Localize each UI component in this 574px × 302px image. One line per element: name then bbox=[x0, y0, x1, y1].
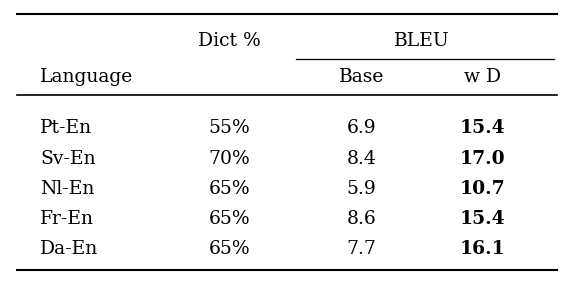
Text: Fr-En: Fr-En bbox=[40, 210, 94, 228]
Text: 16.1: 16.1 bbox=[459, 240, 505, 258]
Text: Pt-En: Pt-En bbox=[40, 119, 92, 137]
Text: 15.4: 15.4 bbox=[459, 210, 505, 228]
Text: 65%: 65% bbox=[209, 180, 250, 198]
Text: 8.4: 8.4 bbox=[347, 149, 377, 168]
Text: Nl-En: Nl-En bbox=[40, 180, 95, 198]
Text: w D: w D bbox=[464, 68, 501, 86]
Text: 65%: 65% bbox=[209, 240, 250, 258]
Text: 17.0: 17.0 bbox=[459, 149, 505, 168]
Text: 8.6: 8.6 bbox=[347, 210, 377, 228]
Text: Base: Base bbox=[339, 68, 385, 86]
Text: 55%: 55% bbox=[209, 119, 250, 137]
Text: 15.4: 15.4 bbox=[459, 119, 505, 137]
Text: 65%: 65% bbox=[209, 210, 250, 228]
Text: 70%: 70% bbox=[209, 149, 250, 168]
Text: 5.9: 5.9 bbox=[347, 180, 377, 198]
Text: 6.9: 6.9 bbox=[347, 119, 377, 137]
Text: Da-En: Da-En bbox=[40, 240, 98, 258]
Text: BLEU: BLEU bbox=[394, 32, 450, 50]
Text: Sv-En: Sv-En bbox=[40, 149, 96, 168]
Text: 7.7: 7.7 bbox=[347, 240, 377, 258]
Text: 10.7: 10.7 bbox=[459, 180, 505, 198]
Text: Language: Language bbox=[40, 68, 133, 86]
Text: Dict %: Dict % bbox=[198, 32, 261, 50]
